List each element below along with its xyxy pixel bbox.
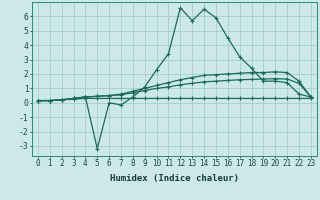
X-axis label: Humidex (Indice chaleur): Humidex (Indice chaleur) <box>110 174 239 183</box>
